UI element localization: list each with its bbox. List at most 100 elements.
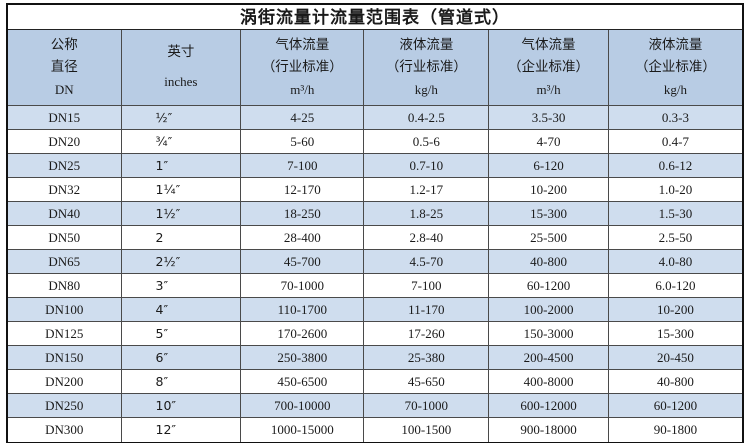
- liquid-enterprise-cell: 4.0-80: [607, 249, 742, 274]
- inches-cell: 6″: [120, 345, 242, 370]
- header-liquid-industry-line1: 液体流量: [399, 36, 454, 52]
- table-row: DN300 12″ 1000-15000 100-1500 900-18000 …: [8, 417, 742, 442]
- inches-cell: 1½″: [120, 201, 242, 226]
- table-row: DN15 ½″ 4-25 0.4-2.5 3.5-30 0.3-3: [8, 105, 742, 130]
- dn-cell: DN50: [8, 225, 122, 250]
- dn-cell: DN125: [8, 321, 122, 346]
- dn-cell: DN250: [8, 393, 122, 418]
- gas-industry-cell: 1000-15000: [240, 417, 365, 442]
- table-row: DN32 1¼″ 12-170 1.2-17 10-200 1.0-20: [8, 177, 742, 202]
- header-liquid-enterprise-line1: 液体流量: [648, 36, 703, 52]
- inches-cell: 8″: [120, 369, 242, 394]
- inches-cell: ¾″: [120, 129, 242, 154]
- liquid-enterprise-cell: 2.5-50: [607, 225, 742, 250]
- gas-industry-cell: 70-1000: [240, 273, 365, 298]
- dn-cell: DN25: [8, 153, 122, 178]
- gas-enterprise-cell: 3.5-30: [488, 105, 609, 130]
- liquid-enterprise-cell: 0.6-12: [607, 153, 742, 178]
- header-gas-industry-line1: 气体流量: [275, 36, 330, 52]
- liquid-industry-cell: 25-380: [363, 345, 490, 370]
- dn-cell: DN100: [8, 297, 122, 322]
- header-row: 公称 直径 DN 英寸 inches 气体流量 （行业标准） m³/h: [8, 30, 742, 106]
- gas-industry-cell: 18-250: [240, 201, 365, 226]
- inches-cell: 12″: [120, 417, 242, 442]
- gas-enterprise-cell: 4-70: [488, 129, 609, 154]
- dn-cell: DN200: [8, 369, 122, 394]
- header-dn-line1: 公称: [50, 36, 78, 52]
- liquid-industry-cell: 4.5-70: [363, 249, 490, 274]
- header-inches-line2: inches: [164, 74, 198, 90]
- header-inches-line1: 英寸: [167, 44, 195, 60]
- liquid-enterprise-cell: 10-200: [607, 297, 742, 322]
- liquid-enterprise-cell: 0.3-3: [607, 105, 742, 130]
- gas-industry-cell: 250-3800: [240, 345, 365, 370]
- gas-enterprise-cell: 400-8000: [488, 369, 609, 394]
- inches-cell: 2½″: [120, 249, 242, 274]
- table-row: DN40 1½″ 18-250 1.8-25 15-300 1.5-30: [8, 201, 742, 226]
- liquid-industry-cell: 0.5-6: [363, 129, 490, 154]
- liquid-enterprise-cell: 20-450: [607, 345, 742, 370]
- header-liquid-industry-line2: （行业标准）: [385, 59, 467, 75]
- table-row: DN50 2 28-400 2.8-40 25-500 2.5-50: [8, 225, 742, 250]
- flow-range-table: 涡街流量计流量范围表（管道式） 公称 直径 DN 英寸 inches: [6, 3, 744, 443]
- header-gas-industry: 气体流量 （行业标准） m³/h: [240, 30, 365, 106]
- gas-industry-cell: 12-170: [240, 177, 365, 202]
- liquid-enterprise-cell: 90-1800: [607, 417, 742, 442]
- gas-enterprise-cell: 40-800: [488, 249, 609, 274]
- liquid-enterprise-cell: 40-800: [607, 369, 742, 394]
- liquid-industry-cell: 7-100: [363, 273, 490, 298]
- inches-cell: 3″: [120, 273, 242, 298]
- liquid-enterprise-cell: 6.0-120: [607, 273, 742, 298]
- inches-cell: ½″: [120, 105, 242, 130]
- gas-industry-cell: 28-400: [240, 225, 365, 250]
- liquid-enterprise-cell: 0.4-7: [607, 129, 742, 154]
- table-row: DN125 5″ 170-2600 17-260 150-3000 15-300: [8, 321, 742, 346]
- dn-cell: DN32: [8, 177, 122, 202]
- header-dn-line2: 直径: [50, 59, 78, 75]
- table-row: DN150 6″ 250-3800 25-380 200-4500 20-450: [8, 345, 742, 370]
- gas-enterprise-cell: 900-18000: [488, 417, 609, 442]
- table-row: DN100 4″ 110-1700 11-170 100-2000 10-200: [8, 297, 742, 322]
- gas-industry-cell: 110-1700: [240, 297, 365, 322]
- gas-enterprise-cell: 60-1200: [488, 273, 609, 298]
- header-gas-enterprise-line2: （企业标准）: [508, 59, 590, 75]
- liquid-industry-cell: 0.4-2.5: [363, 105, 490, 130]
- liquid-industry-cell: 70-1000: [363, 393, 490, 418]
- header-liquid-enterprise-unit: kg/h: [663, 81, 687, 97]
- table-row: DN65 2½″ 45-700 4.5-70 40-800 4.0-80: [8, 249, 742, 274]
- inches-cell: 2: [120, 225, 242, 250]
- gas-enterprise-cell: 200-4500: [488, 345, 609, 370]
- gas-enterprise-cell: 150-3000: [488, 321, 609, 346]
- liquid-industry-cell: 17-260: [363, 321, 490, 346]
- gas-enterprise-cell: 10-200: [488, 177, 609, 202]
- header-liquid-enterprise-line2: （企业标准）: [634, 59, 716, 75]
- liquid-industry-cell: 2.8-40: [363, 225, 490, 250]
- table-row: DN25 1″ 7-100 0.7-10 6-120 0.6-12: [8, 153, 742, 178]
- header-gas-enterprise: 气体流量 （企业标准） m³/h: [488, 30, 609, 106]
- flow-range-grid: 公称 直径 DN 英寸 inches 气体流量 （行业标准） m³/h: [8, 30, 742, 442]
- gas-industry-cell: 700-10000: [240, 393, 365, 418]
- gas-industry-cell: 45-700: [240, 249, 365, 274]
- gas-industry-cell: 4-25: [240, 105, 365, 130]
- liquid-enterprise-cell: 15-300: [607, 321, 742, 346]
- gas-enterprise-cell: 25-500: [488, 225, 609, 250]
- gas-enterprise-cell: 600-12000: [488, 393, 609, 418]
- liquid-industry-cell: 45-650: [363, 369, 490, 394]
- inches-cell: 4″: [120, 297, 242, 322]
- dn-cell: DN15: [8, 105, 122, 130]
- liquid-industry-cell: 11-170: [363, 297, 490, 322]
- dn-cell: DN80: [8, 273, 122, 298]
- gas-industry-cell: 170-2600: [240, 321, 365, 346]
- header-gas-industry-unit: m³/h: [290, 81, 315, 97]
- header-inches: 英寸 inches: [120, 30, 242, 106]
- table-title: 涡街流量计流量范围表（管道式）: [8, 5, 742, 30]
- dn-cell: DN150: [8, 345, 122, 370]
- header-liquid-enterprise: 液体流量 （企业标准） kg/h: [607, 30, 742, 106]
- header-liquid-industry: 液体流量 （行业标准） kg/h: [363, 30, 490, 106]
- liquid-enterprise-cell: 1.0-20: [607, 177, 742, 202]
- liquid-enterprise-cell: 1.5-30: [607, 201, 742, 226]
- liquid-industry-cell: 1.2-17: [363, 177, 490, 202]
- table-body: DN15 ½″ 4-25 0.4-2.5 3.5-30 0.3-3 DN20 ¾…: [8, 105, 742, 442]
- dn-cell: DN65: [8, 249, 122, 274]
- gas-industry-cell: 5-60: [240, 129, 365, 154]
